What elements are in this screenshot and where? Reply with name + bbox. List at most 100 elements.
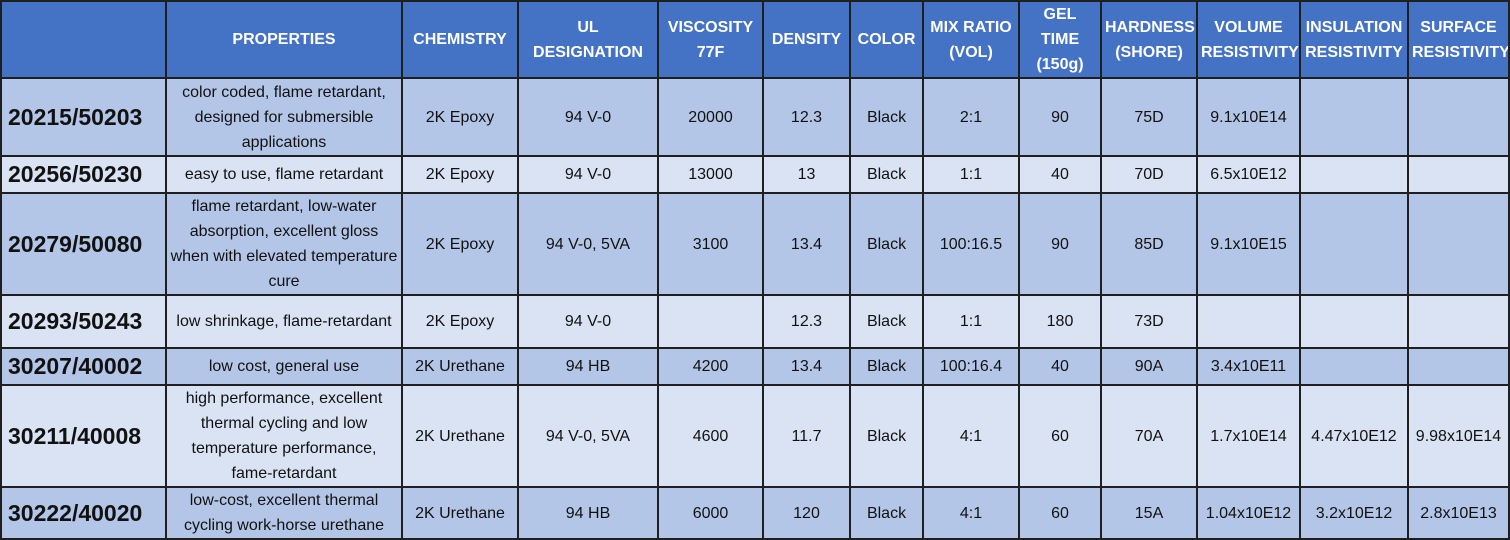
chemistry-cell: 2K Epoxy	[401, 192, 519, 296]
header-chemistry: CHEMISTRY	[401, 0, 519, 79]
viscosity-cell: 6000	[657, 486, 764, 540]
viscosity-cell: 4200	[657, 347, 764, 386]
hardness-cell: 75D	[1100, 77, 1198, 157]
part-number-cell: 20256/50230	[0, 155, 167, 194]
surface-resistivity-cell	[1407, 294, 1510, 349]
table-row: 30222/40020 low-cost, excellent thermal …	[0, 486, 1510, 540]
properties-cell: high performance, excellent thermal cycl…	[165, 384, 403, 488]
insulation-resistivity-cell	[1299, 192, 1409, 296]
density-cell: 13.4	[762, 192, 851, 296]
table-row: 30207/40002 low cost, general use 2K Ure…	[0, 347, 1510, 386]
insulation-resistivity-cell	[1299, 77, 1409, 157]
header-density: DENSITY	[762, 0, 851, 79]
table-row: 30211/40008 high performance, excellent …	[0, 384, 1510, 488]
surface-resistivity-cell: 2.8x10E13	[1407, 486, 1510, 540]
header-hardness: HARDNESS (SHORE)	[1100, 0, 1198, 79]
hardness-cell: 90A	[1100, 347, 1198, 386]
ul-designation-cell: 94 V-0	[517, 294, 659, 349]
insulation-resistivity-cell: 4.47x10E12	[1299, 384, 1409, 488]
ul-designation-cell: 94 HB	[517, 347, 659, 386]
color-cell: Black	[849, 192, 924, 296]
part-number-cell: 20279/50080	[0, 192, 167, 296]
density-cell: 13.4	[762, 347, 851, 386]
mix-ratio-cell: 100:16.4	[922, 347, 1020, 386]
table-row: 20215/50203 color coded, flame retardant…	[0, 77, 1510, 157]
gel-time-cell: 60	[1018, 384, 1102, 488]
color-cell: Black	[849, 294, 924, 349]
chemistry-cell: 2K Epoxy	[401, 77, 519, 157]
ul-designation-cell: 94 V-0, 5VA	[517, 384, 659, 488]
gel-time-cell: 60	[1018, 486, 1102, 540]
viscosity-cell: 20000	[657, 77, 764, 157]
viscosity-cell: 13000	[657, 155, 764, 194]
properties-cell: low-cost, excellent thermal cycling work…	[165, 486, 403, 540]
color-cell: Black	[849, 77, 924, 157]
header-surface-resistivity: SURFACE RESISTIVITY	[1407, 0, 1510, 79]
surface-resistivity-cell	[1407, 77, 1510, 157]
mix-ratio-cell: 2:1	[922, 77, 1020, 157]
header-gel-time: GEL TIME (150g)	[1018, 0, 1102, 79]
density-cell: 11.7	[762, 384, 851, 488]
density-cell: 12.3	[762, 294, 851, 349]
volume-resistivity-cell: 1.7x10E14	[1196, 384, 1301, 488]
header-volume-resistivity: VOLUME RESISTIVITY	[1196, 0, 1301, 79]
mix-ratio-cell: 1:1	[922, 155, 1020, 194]
density-cell: 120	[762, 486, 851, 540]
table-row: 20279/50080 flame retardant, low-water a…	[0, 192, 1510, 296]
viscosity-cell	[657, 294, 764, 349]
hardness-cell: 70A	[1100, 384, 1198, 488]
volume-resistivity-cell	[1196, 294, 1301, 349]
surface-resistivity-cell	[1407, 192, 1510, 296]
header-part-number	[0, 0, 167, 79]
header-color: COLOR	[849, 0, 924, 79]
insulation-resistivity-cell: 3.2x10E12	[1299, 486, 1409, 540]
table-row: 20293/50243 low shrinkage, flame-retarda…	[0, 294, 1510, 349]
color-cell: Black	[849, 347, 924, 386]
chemistry-cell: 2K Urethane	[401, 347, 519, 386]
mix-ratio-cell: 1:1	[922, 294, 1020, 349]
density-cell: 12.3	[762, 77, 851, 157]
color-cell: Black	[849, 384, 924, 488]
ul-designation-cell: 94 V-0	[517, 77, 659, 157]
properties-cell: low cost, general use	[165, 347, 403, 386]
ul-designation-cell: 94 V-0, 5VA	[517, 192, 659, 296]
volume-resistivity-cell: 9.1x10E15	[1196, 192, 1301, 296]
surface-resistivity-cell: 9.98x10E14	[1407, 384, 1510, 488]
volume-resistivity-cell: 1.04x10E12	[1196, 486, 1301, 540]
mix-ratio-cell: 4:1	[922, 384, 1020, 488]
chemistry-cell: 2K Epoxy	[401, 294, 519, 349]
volume-resistivity-cell: 6.5x10E12	[1196, 155, 1301, 194]
insulation-resistivity-cell	[1299, 294, 1409, 349]
color-cell: Black	[849, 155, 924, 194]
hardness-cell: 73D	[1100, 294, 1198, 349]
hardness-cell: 70D	[1100, 155, 1198, 194]
ul-designation-cell: 94 HB	[517, 486, 659, 540]
properties-cell: color coded, flame retardant, designed f…	[165, 77, 403, 157]
header-properties: PROPERTIES	[165, 0, 403, 79]
part-number-cell: 30222/40020	[0, 486, 167, 540]
header-ul-designation: UL DESIGNATION	[517, 0, 659, 79]
properties-cell: flame retardant, low-water absorption, e…	[165, 192, 403, 296]
insulation-resistivity-cell	[1299, 155, 1409, 194]
chemistry-cell: 2K Urethane	[401, 384, 519, 488]
gel-time-cell: 90	[1018, 192, 1102, 296]
header-row: PROPERTIES CHEMISTRY UL DESIGNATION VISC…	[0, 0, 1510, 79]
gel-time-cell: 40	[1018, 347, 1102, 386]
hardness-cell: 15A	[1100, 486, 1198, 540]
hardness-cell: 85D	[1100, 192, 1198, 296]
gel-time-cell: 40	[1018, 155, 1102, 194]
header-viscosity: VISCOSITY 77F	[657, 0, 764, 79]
part-number-cell: 20215/50203	[0, 77, 167, 157]
part-number-cell: 30211/40008	[0, 384, 167, 488]
header-insulation-resistivity: INSULATION RESISTIVITY	[1299, 0, 1409, 79]
surface-resistivity-cell	[1407, 347, 1510, 386]
density-cell: 13	[762, 155, 851, 194]
chemistry-cell: 2K Epoxy	[401, 155, 519, 194]
surface-resistivity-cell	[1407, 155, 1510, 194]
properties-cell: easy to use, flame retardant	[165, 155, 403, 194]
insulation-resistivity-cell	[1299, 347, 1409, 386]
volume-resistivity-cell: 3.4x10E11	[1196, 347, 1301, 386]
properties-cell: low shrinkage, flame-retardant	[165, 294, 403, 349]
table-row: 20256/50230 easy to use, flame retardant…	[0, 155, 1510, 194]
ul-designation-cell: 94 V-0	[517, 155, 659, 194]
